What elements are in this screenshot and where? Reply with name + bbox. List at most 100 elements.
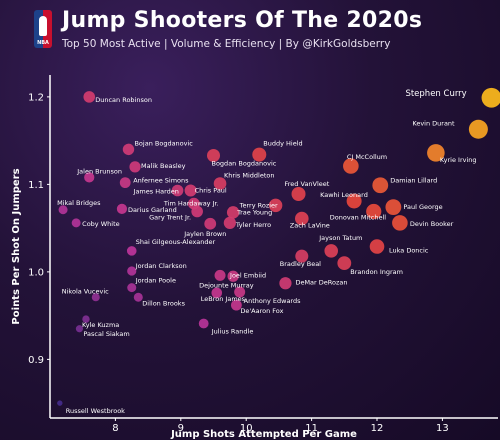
- point-label: Buddy Hield: [263, 140, 302, 148]
- point-label: Devin Booker: [410, 220, 454, 228]
- data-point: [75, 325, 84, 333]
- data-point: [82, 315, 90, 323]
- point-label: Russell Westbrook: [66, 407, 125, 415]
- data-point: [230, 299, 242, 311]
- data-point: [198, 318, 209, 329]
- data-point: [57, 400, 63, 406]
- data-point: [252, 147, 267, 162]
- data-point: [468, 119, 488, 139]
- y-tick-label: 1.2: [28, 92, 44, 103]
- x-tick-label: 9: [178, 423, 184, 434]
- data-point: [372, 177, 389, 194]
- point-label: Dillon Brooks: [142, 299, 185, 307]
- data-point: [126, 246, 137, 256]
- point-label: Bojan Bogdanovic: [134, 139, 193, 147]
- x-tick-label: 12: [371, 423, 384, 434]
- data-point: [268, 198, 283, 213]
- point-label: Malik Beasley: [141, 162, 186, 170]
- data-point: [211, 287, 223, 299]
- data-point: [369, 239, 385, 254]
- point-label: Fred VanVleet: [285, 180, 330, 188]
- point-label: Zach LaVine: [290, 222, 330, 230]
- point-label: Stephen Curry: [405, 89, 466, 99]
- point-label: Tim Hardaway Jr.: [163, 200, 219, 208]
- y-axis-label: Points Per Shot On Jumpers: [11, 168, 22, 324]
- data-point: [71, 218, 81, 228]
- point-label: Bogdan Bogdanovic: [212, 160, 277, 168]
- data-point: [392, 215, 408, 231]
- data-point: [127, 266, 137, 276]
- point-label: CJ McCollum: [347, 153, 387, 161]
- point-label: Julius Randle: [211, 328, 254, 336]
- logo-text: NBA: [37, 40, 49, 46]
- point-label: Jayson Tatum: [318, 234, 362, 242]
- x-tick-label: 11: [305, 423, 318, 434]
- point-label: Luka Doncic: [389, 247, 429, 255]
- point-label: Gary Trent Jr.: [149, 214, 191, 222]
- point-label: Anthony Edwards: [244, 297, 301, 305]
- data-point: [295, 249, 309, 263]
- nba-logo: NBA: [34, 10, 52, 48]
- data-point: [191, 205, 203, 218]
- data-point: [226, 206, 240, 219]
- point-label: Khris Middleton: [224, 172, 274, 180]
- point-label: LeBron James: [201, 295, 246, 303]
- data-point: [234, 286, 246, 298]
- point-label: Nikola Vucevic: [62, 287, 109, 295]
- data-point: [337, 256, 352, 271]
- y-tick-label: 0.9: [28, 355, 44, 366]
- point-label: Dejounte Murray: [199, 281, 254, 289]
- y-tick-label: 1.1: [28, 180, 44, 191]
- point-label: Mikal Bridges: [57, 199, 101, 207]
- data-point: [204, 217, 217, 230]
- x-tick-label: 10: [240, 423, 253, 434]
- point-label: Jalen Brunson: [76, 167, 122, 175]
- data-point: [343, 158, 359, 174]
- data-point: [227, 270, 239, 282]
- data-point: [116, 203, 128, 214]
- data-point: [366, 203, 382, 220]
- point-label: Pascal Siakam: [83, 330, 129, 338]
- x-tick-label: 8: [112, 423, 118, 434]
- data-point: [91, 293, 100, 302]
- point-label: Kawhi Leonard: [320, 191, 368, 199]
- data-point: [291, 187, 306, 201]
- data-point: [385, 199, 402, 216]
- point-label: Trae Young: [236, 208, 272, 216]
- point-label: De'Aaron Fox: [240, 307, 283, 315]
- point-label: DeMar DeRozan: [295, 278, 347, 286]
- data-point: [133, 292, 143, 302]
- data-point: [122, 143, 135, 156]
- point-label: Brandon Ingram: [350, 268, 403, 276]
- data-point: [481, 87, 500, 108]
- data-point: [207, 149, 221, 162]
- point-label: Donovan Mitchell: [330, 214, 387, 222]
- data-point: [279, 277, 292, 290]
- chart-title: Jump Shooters Of The 2020s: [62, 8, 423, 33]
- point-label: Jordan Clarkson: [135, 262, 187, 270]
- data-point: [294, 211, 309, 226]
- x-axis-label: Jump Shots Attempted Per Game: [170, 429, 357, 440]
- data-point: [324, 244, 339, 258]
- data-point: [184, 184, 197, 197]
- point-label: Kyrie Irving: [440, 156, 477, 164]
- point-label: Jaylen Brown: [183, 230, 226, 238]
- point-label: Joel Embiid: [229, 271, 266, 279]
- data-point: [346, 193, 362, 209]
- point-label: Coby White: [82, 220, 119, 228]
- point-label: Bradley Beal: [280, 260, 321, 268]
- data-point: [214, 269, 226, 281]
- point-label: Kyle Kuzma: [82, 321, 119, 329]
- data-point: [171, 184, 184, 197]
- data-point: [83, 91, 96, 103]
- data-point: [127, 283, 137, 293]
- point-label: Shai Gilgeous-Alexander: [136, 238, 216, 246]
- data-point: [119, 177, 131, 189]
- data-point: [58, 205, 68, 215]
- x-tick-label: 13: [436, 423, 449, 434]
- data-point: [223, 216, 236, 229]
- data-point: [129, 161, 141, 173]
- point-label: Terry Rozier: [239, 201, 278, 209]
- data-point: [213, 177, 227, 190]
- point-label: James Harden: [133, 188, 179, 196]
